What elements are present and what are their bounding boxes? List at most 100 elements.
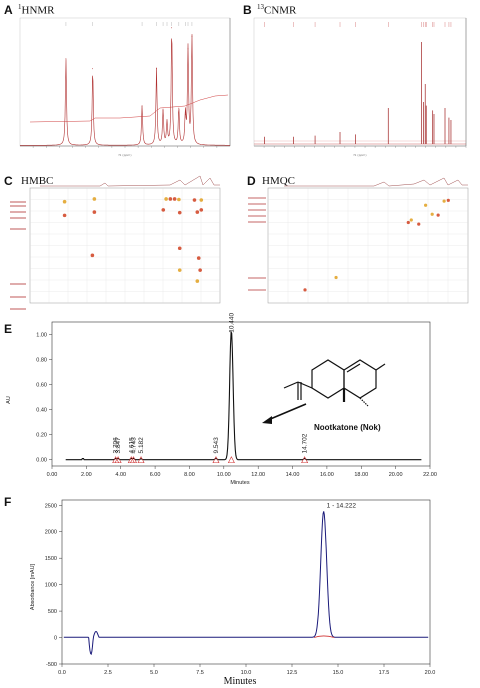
hnmr-spectrum-line (20, 34, 230, 146)
hplc-y-tick-label: 0.60 (36, 383, 47, 389)
hplc-layer: 0.00 2.00 4.00 6.00 8.00 10.00 12.00 14.00 16.00… (36, 312, 437, 478)
hmqc-peak-1 (334, 275, 338, 280)
hmbc-spectrum (10, 175, 221, 310)
hnmr-spectrum: f1 (ppm) (19, 17, 231, 157)
hplc-peak-marker-4 (137, 456, 145, 464)
panel-d-letter: D (247, 174, 256, 188)
panel-a-title: 1HNMR (18, 3, 55, 17)
structure-ring-right (343, 359, 377, 399)
absorbance-chromatogram: 0.0 2.5 5.0 7.5 10.0 12.5 15.0 17.5 20.0 -500 0 500… (30, 499, 436, 687)
absorbance-x-tick-label: 15.0 (333, 670, 344, 676)
hmbc-peak-9 (177, 197, 181, 202)
hmqc-peak-8 (446, 198, 450, 202)
hplc-y-tick-label: 0.00 (36, 458, 47, 464)
hplc-peak-marker-1 (114, 456, 122, 464)
hplc-peak-label-5: 9.543 (213, 437, 220, 454)
hplc-x-tick-label: 16.00 (320, 472, 334, 478)
panel-f-letter: F (4, 495, 12, 509)
cnmr-plot-frame (253, 17, 467, 147)
absorbance-y-tick-label: -500 (46, 662, 57, 668)
absorbance-x-tick-label: 7.5 (196, 670, 204, 676)
panel-b-title-text: CNMR (264, 4, 297, 17)
absorbance-y-tick-label: 1000 (45, 583, 57, 589)
hmbc-peak-14 (195, 210, 200, 214)
hplc-peak-marker-5 (212, 456, 220, 464)
hmqc-peak-0 (303, 288, 307, 292)
hnmr-integral-curve (29, 94, 229, 123)
absorbance-y-tick-label: 2000 (45, 530, 57, 536)
absorbance-x-tick-label: 10.0 (241, 670, 252, 676)
absorbance-y-tick-label: 500 (48, 609, 57, 615)
hplc-x-tick-label: 18.00 (354, 472, 368, 478)
hplc-peak-marker-3 (130, 456, 137, 464)
hmbc-peak-6 (164, 197, 168, 201)
structure-methyl-hash (359, 397, 369, 407)
absorbance-x-tick-label: 12.5 (287, 670, 298, 676)
hplc-x-tick-label: 10.00 (217, 472, 231, 478)
absorbance-x-label: Minutes (224, 676, 257, 687)
hmqc-peak-7 (442, 199, 446, 203)
panel-b-title-sup: 13 (257, 3, 264, 11)
hmbc-peak-4 (90, 253, 95, 258)
hmbc-peak-2 (92, 210, 97, 214)
hmbc-peak-18 (199, 198, 204, 202)
hmqc-peak-5 (424, 203, 428, 207)
hplc-peak-marker-7 (301, 456, 309, 464)
hplc-y-tick-label: 0.40 (36, 408, 47, 414)
structure-isopropenyl-chain (283, 381, 299, 389)
cnmr-series-layer (254, 22, 467, 148)
nootkatone-structure (283, 359, 386, 407)
hmbc-peak-5 (161, 208, 166, 212)
panel-c-letter: C (4, 174, 13, 188)
absorbance-trace (63, 511, 429, 656)
hplc-peak-label-0: 3.706 (113, 437, 120, 454)
hmqc-peak-4 (417, 222, 421, 226)
hplc-x-tick-label: 12.00 (251, 472, 265, 478)
hplc-peak-label-1: 3.847 (115, 437, 122, 454)
absorbance-x-tick-label: 5.0 (150, 670, 158, 676)
panel-c-title: HMBC (21, 175, 54, 187)
absorbance-x-tick-label: 17.5 (379, 670, 390, 676)
hplc-peak-label-4: 5.182 (138, 437, 145, 454)
panel-b-letter: B (243, 3, 252, 17)
hmbc-peak-7 (168, 197, 173, 201)
absorbance-x-tick-label: 20.0 (425, 670, 436, 676)
hnmr-series-layer (20, 22, 230, 148)
hplc-x-label: Minutes (230, 480, 250, 486)
compound-name-label: Nootkatone (Nok) (314, 423, 381, 432)
compound-arrow (262, 403, 307, 424)
hmqc-peak-3 (409, 218, 413, 222)
hmbc-peak-1 (62, 213, 67, 218)
hplc-peak-label-3: 4.743 (130, 437, 137, 454)
hmbc-peak-8 (172, 197, 177, 201)
hmqc-f2-projection (284, 177, 468, 187)
absorbance-y-tick-label: 1500 (45, 556, 57, 562)
hmbc-layer (10, 175, 220, 310)
absorbance-x-tick-label: 2.5 (104, 670, 112, 676)
panel-a-title-text: HNMR (21, 4, 55, 17)
hmqc-peak-9 (430, 212, 434, 216)
absorbance-x-tick-label: 0.0 (58, 670, 66, 676)
hplc-chromatogram: 0.00 2.00 4.00 6.00 8.00 10.00 12.00 14.00 16.00… (6, 312, 437, 486)
panel-b-title: 13CNMR (257, 3, 296, 17)
absorbance-y-label: Absorbance [mAU] (30, 563, 36, 610)
absorbance-baseline-fit (313, 635, 335, 638)
hplc-peak-label-7: 14.702 (302, 433, 309, 453)
hplc-peak-marker-6 (227, 456, 235, 464)
hmqc-peak-2 (406, 220, 410, 225)
hplc-y-tick-label: 0.20 (36, 433, 47, 439)
structure-isopropenyl-bond (297, 381, 313, 389)
absorbance-frame (61, 499, 431, 665)
panel-d-title: HMQC (262, 175, 296, 187)
hplc-peak-label-6: 10.440 (228, 312, 235, 332)
panel-a-letter: A (4, 3, 13, 17)
hmqc-peak-6 (436, 213, 440, 217)
hmbc-f2-projection (40, 175, 220, 187)
absorbance-layer: 0.0 2.5 5.0 7.5 10.0 12.5 15.0 17.5 20.0 -500 0 500… (45, 499, 436, 676)
hplc-peak-label-2: 4.615 (128, 437, 135, 454)
hplc-trace (65, 329, 422, 461)
structure-double-bond (346, 363, 361, 373)
absorbance-y-tick-label: 2500 (45, 503, 57, 509)
hplc-y-tick-label: 1.00 (36, 333, 47, 339)
hplc-x-tick-label: 0.00 (47, 472, 58, 478)
